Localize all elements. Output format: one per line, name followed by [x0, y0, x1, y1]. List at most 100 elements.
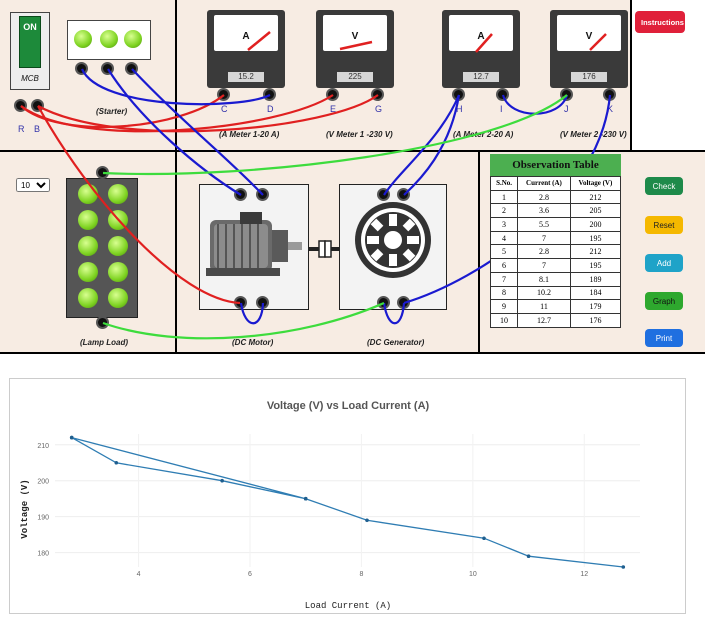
cell-sno: 9 — [489, 299, 519, 314]
table-row: 8 10.2 184 — [489, 285, 622, 301]
table-row: 3 5.5 200 — [489, 217, 622, 232]
cell-voltage: 212 — [569, 189, 622, 205]
load-lamp — [78, 210, 98, 230]
table-row: 6 7 195 — [489, 258, 622, 273]
lamp-load-terminal-top[interactable] — [96, 166, 109, 179]
voltmeter-2: V 176 — [550, 10, 628, 88]
observation-table-title: Observation Table — [490, 154, 621, 176]
cell-sno: 6 — [489, 258, 519, 273]
cell-voltage: 205 — [569, 203, 622, 219]
lamp-load-terminal-bottom[interactable] — [96, 316, 109, 329]
cell-sno: 10 — [489, 312, 519, 328]
cell-sno: 3 — [489, 217, 519, 232]
terminal-h-label: H — [456, 104, 463, 114]
cell-voltage: 184 — [569, 285, 622, 301]
add-button[interactable]: Add — [645, 254, 683, 272]
chart-x-axis-label: Load Current (A) — [305, 601, 391, 611]
terminal-e[interactable] — [326, 88, 339, 101]
cell-sno: 4 — [489, 230, 519, 246]
coupling-icon — [309, 240, 341, 258]
chart-ticks: 180 190 200 210 4 6 8 10 12 — [37, 443, 588, 578]
chart-series — [69, 435, 626, 569]
starter-lamp-3 — [124, 30, 142, 48]
dc-motor-terminal-top-2[interactable] — [256, 188, 269, 201]
terminal-j[interactable] — [560, 88, 573, 101]
voltmeter-2-needle — [589, 33, 607, 51]
cell-current: 7 — [517, 230, 571, 246]
dc-motor-terminal-bottom-1[interactable] — [234, 296, 247, 309]
chart-y-tick-label: 190 — [37, 515, 49, 522]
chart-data-point — [365, 518, 369, 523]
voltmeter-2-readout: 176 — [571, 72, 607, 82]
terminal-i-label: I — [500, 104, 503, 114]
print-button[interactable]: Print — [645, 329, 683, 347]
table-header-row: S.No. Current (A) Voltage (V) — [489, 176, 622, 191]
reset-button[interactable]: Reset — [645, 216, 683, 234]
load-lamp — [108, 210, 128, 230]
load-lamp — [78, 184, 98, 204]
cell-voltage: 195 — [569, 258, 622, 273]
load-lamp — [108, 184, 128, 204]
cell-sno: 2 — [489, 203, 519, 219]
chart-data-point — [482, 536, 486, 541]
divider-bottom — [0, 352, 705, 354]
chart-data-point — [69, 435, 74, 440]
terminal-h[interactable] — [452, 88, 465, 101]
terminal-d[interactable] — [263, 88, 276, 101]
terminal-g-label: G — [375, 104, 383, 114]
voltage-current-chart: Voltage (V) vs Load Current (A) Load Cur… — [20, 400, 640, 611]
check-button[interactable]: Check — [645, 177, 683, 195]
divider-right-edge — [630, 0, 632, 150]
ammeter-1-caption: (A Meter 1-20 A) — [219, 130, 280, 139]
dc-motor-terminal-bottom-2[interactable] — [256, 296, 269, 309]
load-lamp — [108, 236, 128, 256]
load-lamp — [78, 236, 98, 256]
header-current: Current (A) — [517, 176, 571, 191]
chart-y-tick-label: 180 — [37, 551, 49, 558]
chart-data-point — [526, 554, 531, 559]
table-row: 2 3.6 205 — [489, 203, 622, 219]
dc-generator-terminal-bottom-1[interactable] — [377, 296, 390, 309]
terminal-g[interactable] — [371, 88, 384, 101]
cell-current: 8.1 — [517, 271, 571, 287]
cell-voltage: 212 — [569, 244, 622, 260]
terminal-k[interactable] — [603, 88, 616, 101]
chart-title: Voltage (V) vs Load Current (A) — [267, 400, 430, 412]
cell-voltage: 195 — [569, 230, 622, 246]
divider-vertical-bottom — [175, 150, 177, 354]
instructions-button[interactable]: Instructions — [635, 11, 685, 33]
dc-generator-terminal-top-2[interactable] — [397, 188, 410, 201]
terminal-k-label: K — [607, 104, 614, 114]
dc-motor-icon — [206, 212, 302, 276]
load-lamp — [108, 288, 128, 308]
load-select[interactable]: 10 — [16, 178, 50, 192]
dc-generator-terminal-top-1[interactable] — [377, 188, 390, 201]
dc-generator-terminal-bottom-2[interactable] — [397, 296, 410, 309]
mcb-switch[interactable] — [19, 16, 41, 68]
cell-sno: 7 — [489, 271, 519, 287]
terminal-c-label: C — [221, 104, 228, 114]
table-row: 5 2.8 212 — [489, 244, 622, 260]
terminal-c[interactable] — [217, 88, 230, 101]
table-row: 9 11 179 — [489, 299, 622, 314]
ammeter-2-unit: A — [477, 31, 485, 42]
ammeter-2-readout: 12.7 — [463, 72, 499, 82]
graph-button[interactable]: Graph — [645, 292, 683, 310]
dc-motor-terminal-top-1[interactable] — [234, 188, 247, 201]
divider-horizontal — [0, 150, 705, 152]
cell-voltage: 176 — [569, 312, 622, 328]
chart-container: Voltage (V) vs Load Current (A) Load Cur… — [9, 378, 686, 614]
terminal-i[interactable] — [496, 88, 509, 101]
mcb-switch-label: ON — [23, 22, 37, 32]
cell-current: 2.8 — [517, 189, 571, 205]
ammeter-2-caption: (A Meter 2-20 A) — [453, 130, 514, 139]
voltmeter-1-readout: 225 — [337, 72, 373, 82]
cell-voltage: 189 — [569, 271, 622, 287]
mcb-label: MCB — [21, 74, 39, 83]
cell-current: 12.7 — [517, 312, 571, 328]
starter-lamp-1 — [74, 30, 92, 48]
chart-x-tick-label: 10 — [469, 571, 477, 578]
header-voltage: Voltage (V) — [569, 176, 622, 191]
table-row: 4 7 195 — [489, 230, 622, 246]
